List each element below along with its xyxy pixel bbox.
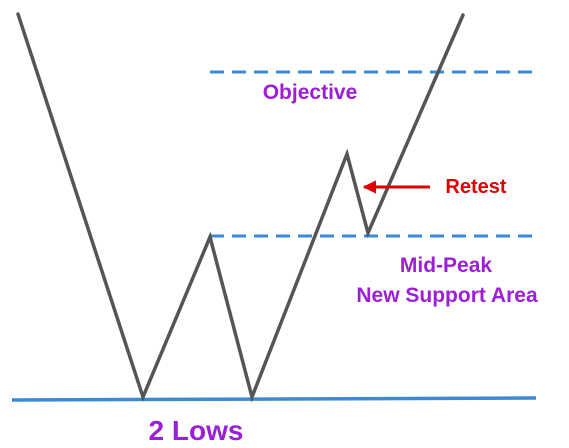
retest-label: Retest <box>445 176 506 198</box>
support-line <box>12 398 536 400</box>
objective-label: Objective <box>263 81 358 104</box>
new-support-area-label: New Support Area <box>356 284 538 307</box>
mid-peak-label: Mid-Peak <box>400 254 493 277</box>
two-lows-label: 2 Lows <box>149 415 244 446</box>
